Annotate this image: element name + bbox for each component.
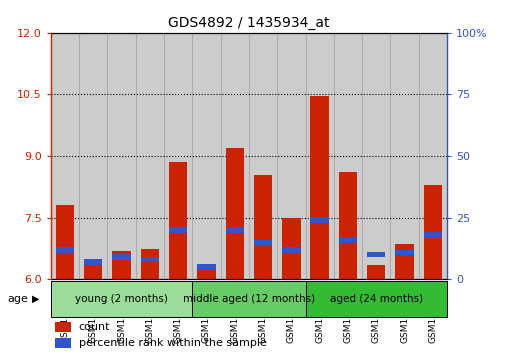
- Bar: [169, 162, 187, 280]
- Bar: [55, 338, 71, 348]
- Bar: [164, 33, 193, 280]
- Bar: [254, 240, 272, 245]
- Bar: [310, 217, 329, 223]
- Bar: [310, 97, 329, 280]
- Bar: [282, 218, 301, 280]
- Bar: [112, 254, 131, 260]
- Bar: [55, 322, 71, 333]
- Bar: [367, 265, 386, 280]
- Bar: [339, 237, 357, 242]
- Text: young (2 months): young (2 months): [75, 294, 168, 304]
- Bar: [197, 264, 216, 270]
- Bar: [424, 232, 442, 238]
- Bar: [136, 33, 164, 280]
- Bar: [56, 247, 74, 253]
- Bar: [169, 227, 187, 233]
- Text: count: count: [79, 322, 110, 332]
- Bar: [197, 265, 216, 280]
- Text: age: age: [8, 294, 28, 304]
- Bar: [395, 244, 414, 280]
- Bar: [334, 33, 362, 280]
- Bar: [51, 33, 79, 280]
- Bar: [56, 205, 74, 280]
- Bar: [141, 257, 159, 262]
- Bar: [305, 281, 447, 317]
- Bar: [277, 33, 305, 280]
- Bar: [51, 281, 193, 317]
- Bar: [193, 281, 305, 317]
- Bar: [84, 260, 103, 265]
- Text: aged (24 months): aged (24 months): [330, 294, 423, 304]
- Bar: [226, 227, 244, 233]
- Bar: [339, 172, 357, 280]
- Bar: [226, 148, 244, 280]
- Bar: [254, 175, 272, 280]
- Bar: [220, 33, 249, 280]
- Bar: [193, 33, 220, 280]
- Title: GDS4892 / 1435934_at: GDS4892 / 1435934_at: [168, 16, 330, 30]
- Text: ▶: ▶: [31, 294, 39, 304]
- Bar: [107, 33, 136, 280]
- Bar: [282, 247, 301, 253]
- Bar: [395, 249, 414, 255]
- Bar: [419, 33, 447, 280]
- Bar: [84, 265, 103, 280]
- Bar: [391, 33, 419, 280]
- Text: middle aged (12 months): middle aged (12 months): [183, 294, 315, 304]
- Bar: [362, 33, 391, 280]
- Text: percentile rank within the sample: percentile rank within the sample: [79, 338, 266, 348]
- Bar: [79, 33, 107, 280]
- Bar: [112, 250, 131, 280]
- Bar: [367, 252, 386, 257]
- Bar: [249, 33, 277, 280]
- Bar: [141, 249, 159, 280]
- Bar: [305, 33, 334, 280]
- Bar: [424, 185, 442, 280]
